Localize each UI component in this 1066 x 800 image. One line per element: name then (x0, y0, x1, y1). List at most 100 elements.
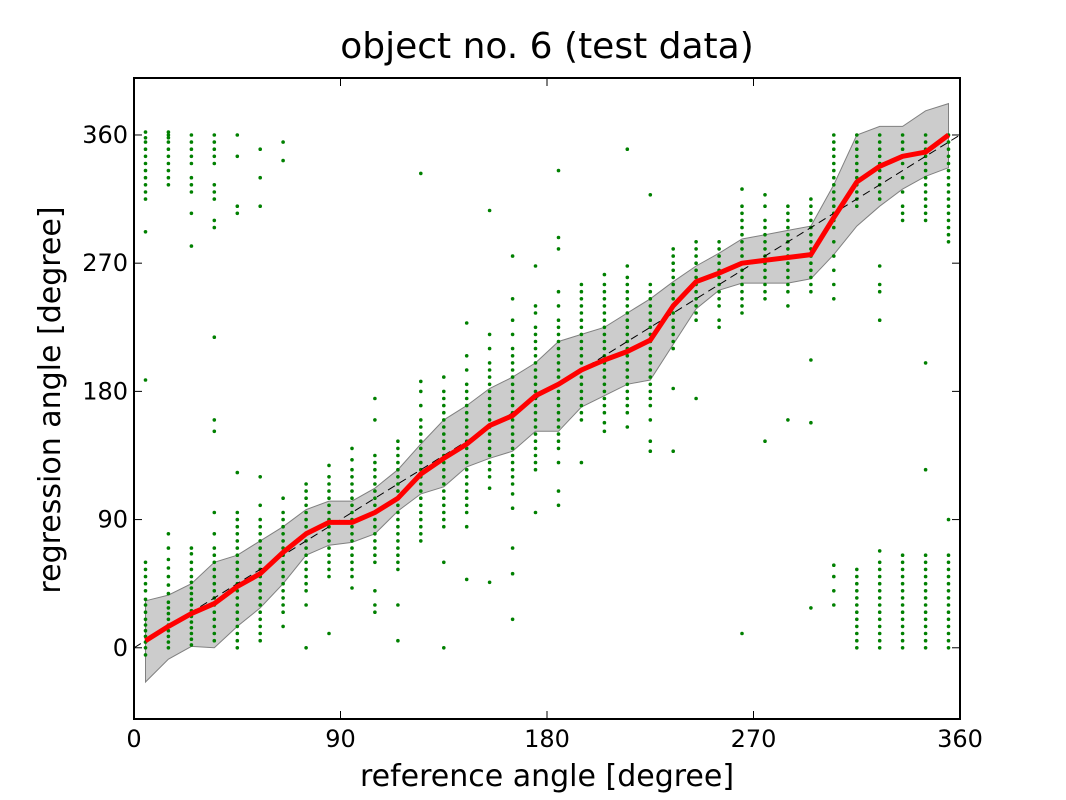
scatter-point (625, 332, 630, 337)
scatter-point (166, 130, 171, 134)
scatter-point (166, 566, 171, 570)
scatter-point (832, 140, 836, 144)
scatter-point (923, 574, 928, 579)
scatter-point (671, 325, 675, 330)
scatter-point (923, 161, 928, 166)
scatter-point (533, 446, 538, 451)
scatter-point (763, 193, 767, 197)
scatter-point (166, 532, 171, 536)
scatter-point (533, 304, 538, 308)
scatter-point (946, 168, 951, 173)
scatter-point (832, 268, 836, 273)
scatter-point (900, 204, 905, 208)
scatter-point (235, 631, 240, 636)
scatter-point (786, 418, 790, 422)
scatter-point (350, 496, 354, 501)
scatter-point (143, 378, 148, 382)
scatter-point (258, 589, 263, 593)
scatter-point (923, 361, 928, 365)
scatter-point (373, 396, 377, 401)
scatter-point (556, 489, 561, 493)
scatter-point (327, 546, 331, 550)
scatter-point (143, 230, 148, 234)
scatter-point (556, 168, 561, 173)
scatter-point (740, 240, 744, 244)
scatter-point (304, 581, 308, 586)
scatter-point (143, 190, 148, 194)
scatter-point (373, 496, 377, 501)
scatter-point (235, 517, 240, 522)
scatter-point (900, 624, 905, 629)
scatter-point (189, 637, 194, 641)
scatter-point (556, 410, 561, 415)
scatter-point (602, 375, 607, 379)
scatter-point (579, 297, 584, 301)
scatter-point (258, 638, 263, 643)
scatter-point (258, 603, 263, 607)
scatter-point (166, 646, 171, 650)
scatter-point (510, 482, 515, 486)
scatter-point (143, 154, 148, 159)
scatter-point (212, 631, 217, 636)
scatter-point (740, 289, 744, 294)
scatter-point (464, 510, 469, 515)
y-tick-label: 0 (113, 634, 128, 662)
scatter-point (809, 240, 813, 244)
scatter-point (143, 646, 148, 650)
scatter-point (143, 168, 148, 173)
scatter-point (396, 517, 400, 522)
scatter-point (143, 140, 148, 144)
scatter-point (602, 368, 607, 372)
scatter-point (419, 418, 423, 422)
scatter-point (212, 553, 217, 557)
scatter-point (855, 638, 859, 643)
scatter-point (946, 154, 951, 159)
scatter-point (396, 503, 400, 508)
scatter-point (832, 154, 836, 159)
scatter-point (809, 218, 813, 223)
scatter-point (212, 190, 217, 194)
scatter-point (189, 567, 194, 572)
scatter-point (832, 603, 836, 607)
scatter-point (648, 304, 653, 308)
scatter-point (717, 275, 721, 280)
scatter-point (877, 147, 882, 151)
scatter-point (533, 264, 538, 268)
scatter-point (877, 596, 882, 600)
scatter-point (900, 574, 905, 579)
scatter-point (487, 418, 492, 422)
scatter-point (556, 339, 561, 344)
scatter-point (602, 420, 607, 425)
scatter-point (143, 175, 148, 180)
scatter-point (510, 332, 515, 337)
scatter-point (855, 140, 859, 144)
scatter-point (166, 606, 171, 610)
scatter-point (556, 368, 561, 372)
scatter-point (602, 304, 607, 308)
scatter-point (533, 389, 538, 394)
scatter-point (694, 289, 698, 294)
scatter-point (855, 596, 859, 600)
scatter-point (946, 190, 951, 194)
y-axis-label: regression angle [degree] (33, 206, 68, 593)
scatter-point (671, 297, 675, 301)
scatter-point (281, 624, 285, 629)
scatter-point (923, 168, 928, 173)
scatter-point (648, 403, 653, 408)
scatter-point (832, 175, 836, 180)
scatter-point (304, 524, 308, 529)
scatter-point (258, 475, 263, 479)
scatter-point (281, 574, 285, 579)
scatter-point (556, 361, 561, 365)
scatter-point (946, 581, 951, 586)
scatter-point (533, 439, 538, 444)
scatter-point (923, 610, 928, 614)
scatter-point (579, 339, 584, 344)
scatter-point (694, 311, 698, 315)
scatter-point (304, 546, 308, 550)
scatter-point (855, 603, 859, 607)
scatter-point (235, 624, 240, 629)
scatter-point (304, 553, 308, 557)
scatter-point (923, 638, 928, 643)
scatter-point (877, 197, 882, 201)
